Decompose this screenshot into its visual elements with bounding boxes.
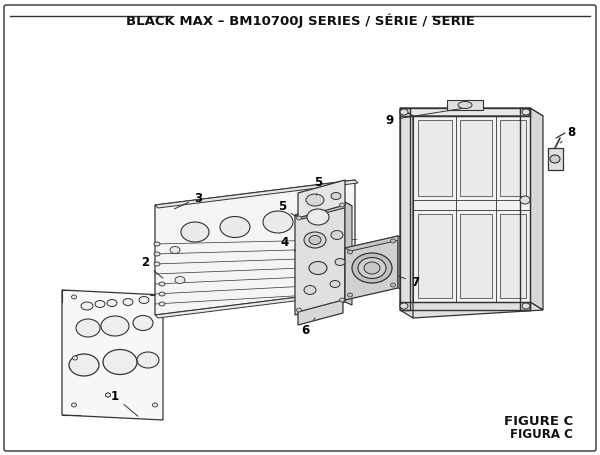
Ellipse shape (304, 285, 316, 294)
Polygon shape (418, 214, 452, 298)
Polygon shape (530, 108, 543, 310)
Ellipse shape (81, 302, 93, 310)
Ellipse shape (391, 239, 395, 243)
Ellipse shape (103, 349, 137, 374)
Ellipse shape (73, 356, 77, 360)
Ellipse shape (331, 231, 343, 239)
Polygon shape (295, 202, 345, 315)
Ellipse shape (358, 258, 386, 278)
Polygon shape (62, 290, 163, 420)
Polygon shape (345, 202, 352, 305)
Polygon shape (500, 120, 526, 196)
Ellipse shape (159, 282, 165, 286)
Ellipse shape (139, 297, 149, 303)
Ellipse shape (347, 250, 353, 254)
Ellipse shape (309, 262, 327, 274)
Ellipse shape (154, 262, 160, 266)
Text: 8: 8 (560, 126, 575, 143)
Ellipse shape (263, 211, 293, 233)
Ellipse shape (137, 352, 159, 368)
Ellipse shape (123, 298, 133, 305)
Ellipse shape (458, 101, 472, 108)
Polygon shape (155, 180, 355, 315)
Ellipse shape (340, 203, 344, 207)
Ellipse shape (391, 283, 395, 287)
Polygon shape (398, 236, 404, 290)
Ellipse shape (101, 316, 129, 336)
Ellipse shape (400, 303, 408, 309)
Ellipse shape (340, 298, 344, 302)
Ellipse shape (159, 302, 165, 306)
Polygon shape (460, 120, 492, 196)
Ellipse shape (347, 293, 353, 297)
Ellipse shape (181, 222, 209, 242)
Polygon shape (460, 214, 492, 298)
Text: 6: 6 (301, 318, 315, 337)
Ellipse shape (352, 253, 392, 283)
Text: 2: 2 (141, 257, 163, 278)
Text: 3: 3 (175, 192, 202, 209)
Ellipse shape (522, 303, 530, 309)
Polygon shape (155, 180, 358, 208)
Text: 7: 7 (398, 275, 419, 288)
Polygon shape (298, 300, 343, 325)
Text: 5: 5 (278, 201, 296, 217)
Ellipse shape (159, 292, 165, 296)
Text: 1: 1 (111, 390, 138, 416)
Ellipse shape (133, 315, 153, 330)
Polygon shape (548, 148, 563, 170)
Ellipse shape (106, 393, 110, 397)
Polygon shape (400, 108, 413, 318)
Ellipse shape (335, 258, 345, 266)
Polygon shape (345, 236, 404, 251)
Text: 4: 4 (281, 237, 296, 251)
Ellipse shape (220, 217, 250, 238)
Ellipse shape (364, 262, 380, 274)
Text: FIGURA C: FIGURA C (510, 428, 573, 441)
Ellipse shape (309, 236, 321, 244)
Polygon shape (155, 290, 358, 318)
Polygon shape (298, 180, 345, 218)
Ellipse shape (520, 196, 530, 204)
Text: 9: 9 (386, 108, 462, 126)
Ellipse shape (296, 308, 302, 312)
Ellipse shape (71, 403, 77, 407)
Polygon shape (295, 202, 352, 219)
Text: BLACK MAX – BM10700J SERIES / SÉRIE / SERIE: BLACK MAX – BM10700J SERIES / SÉRIE / SE… (125, 13, 475, 27)
Ellipse shape (307, 209, 329, 225)
Ellipse shape (69, 354, 99, 376)
Ellipse shape (154, 252, 160, 256)
Polygon shape (345, 236, 398, 300)
Ellipse shape (304, 232, 326, 248)
Polygon shape (400, 302, 543, 318)
Ellipse shape (95, 300, 105, 308)
Text: 5: 5 (314, 176, 322, 195)
Ellipse shape (154, 242, 160, 246)
Ellipse shape (331, 192, 341, 199)
Ellipse shape (400, 109, 408, 115)
Ellipse shape (152, 403, 157, 407)
Ellipse shape (107, 299, 117, 307)
Text: FIGURE C: FIGURE C (504, 415, 573, 428)
Ellipse shape (175, 277, 185, 283)
Polygon shape (418, 120, 452, 196)
Ellipse shape (330, 280, 340, 288)
Ellipse shape (170, 247, 180, 253)
Polygon shape (500, 214, 526, 298)
Ellipse shape (71, 295, 77, 299)
Polygon shape (413, 116, 530, 302)
Ellipse shape (522, 109, 530, 115)
Ellipse shape (306, 194, 324, 206)
Polygon shape (400, 108, 543, 116)
Ellipse shape (106, 393, 110, 397)
Polygon shape (447, 100, 483, 110)
Ellipse shape (76, 319, 100, 337)
Ellipse shape (550, 155, 560, 163)
Ellipse shape (296, 216, 302, 220)
